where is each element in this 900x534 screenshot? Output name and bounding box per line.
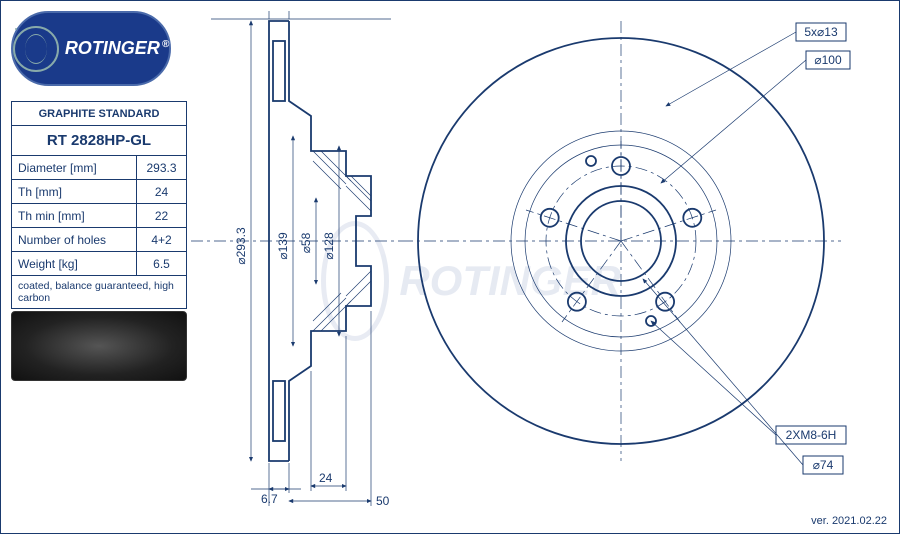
svg-text:5x⌀13: 5x⌀13: [804, 25, 838, 39]
svg-text:24: 24: [319, 471, 333, 485]
svg-text:⌀128: ⌀128: [322, 232, 336, 260]
svg-text:50: 50: [376, 494, 390, 508]
spec-label: Th [mm]: [12, 180, 137, 204]
spec-value: 22: [137, 204, 187, 228]
side-view: ⌀293.3 ⌀139 ⌀58 ⌀128 6.7 24: [191, 11, 401, 508]
svg-text:⌀139: ⌀139: [276, 232, 290, 260]
spec-value: 293.3: [137, 156, 187, 180]
spec-value: 24: [137, 180, 187, 204]
product-photo: [11, 311, 187, 381]
brand-logo: ROTINGER®: [11, 11, 171, 86]
svg-text:⌀74: ⌀74: [813, 458, 834, 472]
dim-50: 50: [289, 494, 390, 508]
dim-6.7: 6.7: [251, 489, 301, 506]
svg-text:⌀293.3: ⌀293.3: [234, 227, 248, 265]
part-number: RT 2828HP-GL: [12, 126, 187, 156]
spec-label: Number of holes: [12, 228, 137, 252]
svg-text:6.7: 6.7: [261, 492, 278, 506]
callout-2xm8: 2XM8-6H: [651, 321, 846, 444]
spec-table: GRAPHITE STANDARD RT 2828HP-GL Diameter …: [11, 101, 187, 309]
spec-value: 6.5: [137, 252, 187, 276]
spec-notes: coated, balance guaranteed, high carbon: [12, 276, 187, 309]
spec-label: Diameter [mm]: [12, 156, 137, 180]
spec-header: GRAPHITE STANDARD: [12, 102, 187, 126]
callout-d100: ⌀100: [661, 51, 850, 183]
spec-label: Th min [mm]: [12, 204, 137, 228]
svg-text:⌀100: ⌀100: [814, 53, 842, 67]
technical-drawing: ⌀293.3 ⌀139 ⌀58 ⌀128 6.7 24: [191, 1, 900, 521]
svg-text:2XM8-6H: 2XM8-6H: [786, 428, 837, 442]
brand-text: ROTINGER: [65, 38, 160, 58]
front-view: 5x⌀13 ⌀100 2XM8-6H ⌀74: [401, 21, 850, 474]
spec-value: 4+2: [137, 228, 187, 252]
svg-text:⌀58: ⌀58: [299, 232, 313, 253]
version-label: ver. 2021.02.22: [811, 515, 887, 527]
dim-24: 24: [311, 471, 346, 486]
spec-label: Weight [kg]: [12, 252, 137, 276]
